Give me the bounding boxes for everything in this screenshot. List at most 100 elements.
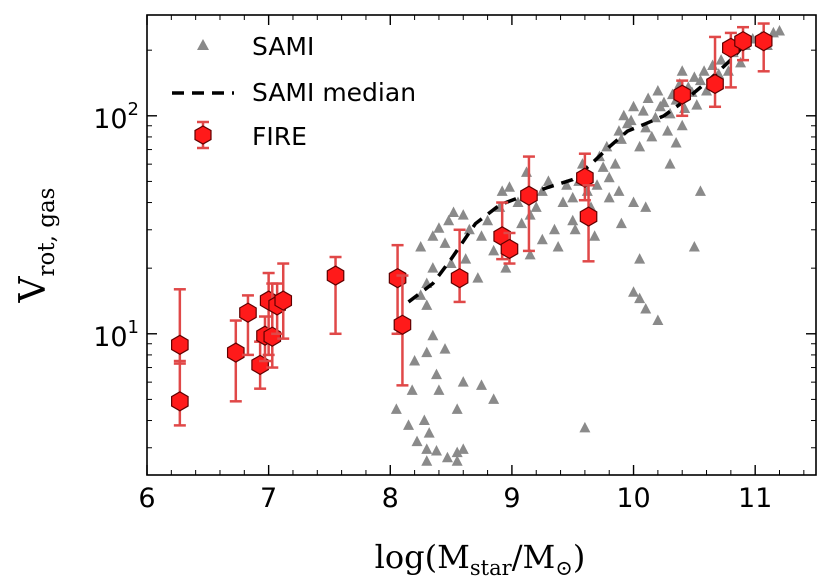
sami-point xyxy=(628,100,640,112)
sami-point xyxy=(649,111,661,123)
sami-series xyxy=(390,24,786,466)
sami-point xyxy=(451,403,463,414)
sami-point xyxy=(640,302,652,314)
sami-point xyxy=(488,244,500,256)
sami-point xyxy=(409,355,421,366)
sami-point xyxy=(552,241,564,252)
sami-point xyxy=(430,368,442,380)
y-tick-label: 101 xyxy=(93,317,139,353)
fire-point xyxy=(673,79,692,118)
fire-point xyxy=(576,152,594,202)
fire-marker xyxy=(520,185,538,206)
sami-point xyxy=(411,435,423,447)
sami-point xyxy=(421,346,433,358)
fire-point xyxy=(239,294,257,357)
sami-point xyxy=(496,185,508,196)
y-tick-label: 102 xyxy=(93,99,139,135)
sami-point xyxy=(652,84,664,96)
fire-marker xyxy=(576,167,594,188)
sami-point xyxy=(390,403,402,414)
fire-point xyxy=(520,155,538,253)
sami-point xyxy=(688,241,700,252)
sami-point xyxy=(652,314,664,326)
sami-point xyxy=(613,125,625,136)
sami-point xyxy=(427,262,439,273)
sami-median-series xyxy=(407,42,747,304)
legend: SAMI SAMI median FIRE xyxy=(172,32,416,151)
fire-marker xyxy=(239,302,257,323)
sami-point xyxy=(463,223,475,235)
sami-point xyxy=(482,214,494,226)
sami-point xyxy=(536,185,548,196)
sami-point xyxy=(691,99,703,110)
fire-marker xyxy=(706,73,724,95)
sami-point xyxy=(476,379,487,390)
fire-marker xyxy=(754,30,773,52)
sami-point xyxy=(634,292,646,304)
sami-point xyxy=(589,230,601,241)
sami-point xyxy=(421,299,433,310)
legend-fire-label: FIRE xyxy=(252,122,307,151)
fire-point xyxy=(226,319,245,403)
sami-median-line xyxy=(407,42,747,304)
fire-marker xyxy=(500,238,519,260)
legend-median-label: SAMI median xyxy=(252,78,416,107)
sami-point xyxy=(415,289,427,300)
sami-point xyxy=(634,140,646,152)
sami-point xyxy=(476,230,487,241)
sami-point xyxy=(423,427,435,438)
sami-point xyxy=(698,65,710,76)
x-axis-title: log(Mstar/M⊙) xyxy=(375,538,586,580)
sami-point xyxy=(403,419,415,430)
sami-point xyxy=(445,257,457,269)
x-tick-label: 6 xyxy=(138,483,155,514)
sami-point xyxy=(516,217,528,229)
x-tick-label: 9 xyxy=(503,483,520,514)
sami-point xyxy=(701,84,713,96)
sami-point xyxy=(536,233,548,245)
sami-point xyxy=(664,158,676,169)
sami-point xyxy=(640,121,652,133)
fire-point xyxy=(393,274,412,387)
sami-point xyxy=(613,185,625,196)
fire-point xyxy=(274,262,293,340)
sami-point xyxy=(415,241,427,252)
fire-marker xyxy=(450,267,469,289)
x-tick-label: 8 xyxy=(382,483,399,514)
sami-point xyxy=(427,329,439,341)
fire-marker xyxy=(226,342,245,363)
sami-point xyxy=(615,217,627,229)
sami-point xyxy=(460,253,472,264)
sami-point xyxy=(567,214,579,226)
sami-point xyxy=(457,443,469,454)
sami-point xyxy=(430,444,442,456)
sami-point xyxy=(427,230,439,241)
sami-point xyxy=(634,253,646,264)
sami-point xyxy=(433,384,445,395)
sami-point xyxy=(591,179,603,190)
sami-point xyxy=(561,179,573,190)
sami-point xyxy=(521,166,533,177)
sami-point xyxy=(707,59,719,71)
sami-point xyxy=(609,158,621,169)
fire-point xyxy=(500,231,519,265)
x-tick-label: 11 xyxy=(738,483,772,514)
sami-point xyxy=(418,414,430,426)
fire-point xyxy=(706,35,724,109)
legend-sami-marker xyxy=(197,39,209,50)
fire-marker xyxy=(579,206,598,227)
sami-point xyxy=(457,209,469,220)
x-tick-label: 7 xyxy=(260,483,277,514)
sami-point xyxy=(670,137,682,148)
sami-point xyxy=(625,114,637,126)
sami-point xyxy=(601,140,613,152)
sami-point xyxy=(439,343,451,354)
legend-fire-marker xyxy=(194,125,212,145)
sami-point xyxy=(628,286,640,297)
sami-point xyxy=(441,451,453,463)
sami-point xyxy=(557,196,569,208)
sami-point xyxy=(658,96,670,108)
fire-point xyxy=(754,22,773,73)
sami-point xyxy=(472,272,484,283)
